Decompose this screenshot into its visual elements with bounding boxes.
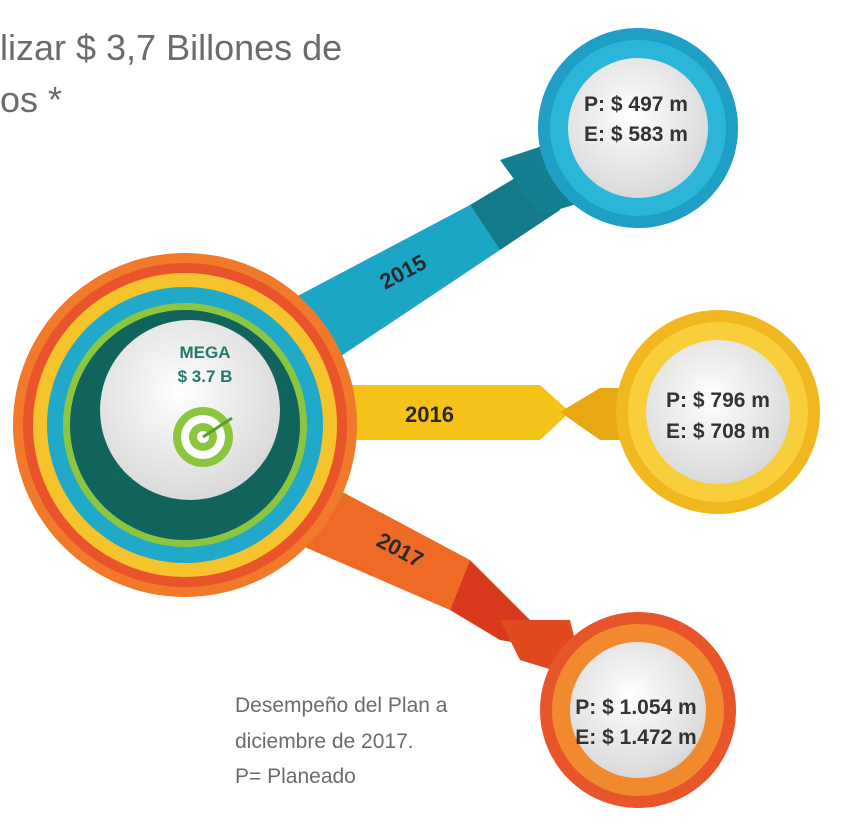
planned: P: $ 796 m [666, 389, 770, 412]
planned: P: $ 497 m [584, 93, 688, 116]
target-icon [173, 407, 233, 467]
center-value: $ 3.7 B [178, 367, 233, 386]
executed: E: $ 1.472 m [575, 726, 696, 749]
footnote-line: diciembre de 2017. [235, 730, 414, 753]
center-label: MEGA [180, 343, 231, 362]
executed: E: $ 583 m [584, 123, 688, 146]
infographic: lizar $ 3,7 Billones de os * 2015 2016 2… [0, 0, 841, 825]
year-label: 2016 [405, 402, 454, 427]
ribbon-2016: 2016 [330, 385, 640, 440]
footnote-line: Desempeño del Plan a [235, 694, 448, 717]
footnote-line: P= Planeado [235, 765, 356, 788]
circle-2016 [616, 310, 820, 514]
ribbon-2017: 2017 [300, 480, 585, 680]
planned: P: $ 1.054 m [575, 696, 696, 719]
title-line: lizar $ 3,7 Billones de [0, 27, 342, 68]
ribbon-2015: 2015 [290, 140, 590, 370]
executed: E: $ 708 m [666, 420, 770, 443]
title-line: os * [0, 79, 62, 120]
